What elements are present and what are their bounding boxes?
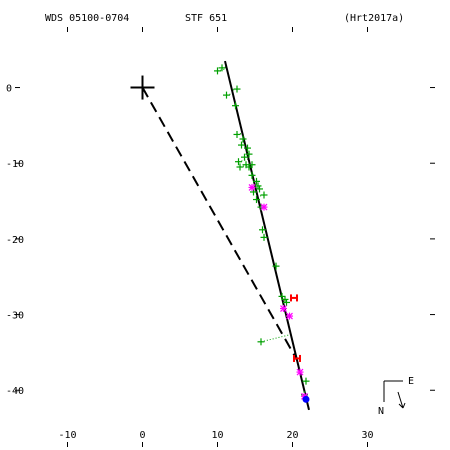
y-tick-label: -40 [6, 386, 24, 397]
observation-points [214, 64, 310, 403]
visual-observation-point [260, 191, 268, 199]
x-tick-label: -10 [58, 430, 76, 441]
motion-direction-arrow [397, 391, 406, 409]
visual-observation-point [235, 158, 242, 166]
interferometric-observation-point [286, 312, 293, 320]
visual-observation-point [242, 161, 250, 169]
speckle-observation-point [290, 294, 298, 302]
visual-observation-point [248, 171, 256, 179]
x-tick-label: 20 [286, 430, 298, 441]
visual-observation-point [236, 163, 244, 171]
visual-observation-point [233, 130, 241, 138]
interferometric-observation-point [296, 368, 304, 376]
orbit-line [224, 60, 310, 411]
discoverer-label: STF 651 [185, 13, 227, 24]
visual-observation-point [239, 135, 247, 143]
y-tick-label: -10 [6, 159, 24, 170]
visual-observation-point [248, 161, 256, 169]
interferometric-observation-point [280, 305, 287, 313]
speckle-observation-point [293, 354, 301, 362]
interferometric-observation-point [260, 203, 268, 211]
compass-rose: E N [378, 376, 414, 417]
residual-connector [257, 194, 265, 198]
visual-observation-point [256, 185, 263, 193]
interferometric-observation-point [248, 183, 256, 191]
header-labels: WDS 05100-0704 STF 651 (Hrt2017a) [45, 13, 404, 24]
visual-observation-point [223, 91, 230, 99]
visual-observation-point [245, 150, 253, 158]
y-tick-label: 0 [6, 84, 12, 95]
visual-observation-point [302, 377, 310, 385]
visual-observation-point [232, 102, 239, 110]
system-id-label: WDS 05100-0704 [45, 13, 129, 24]
residual-connectors [217, 66, 307, 397]
residual-connector [226, 93, 233, 96]
x-tick-label: 30 [361, 430, 373, 441]
residual-connector [260, 334, 291, 343]
visual-observation-point [278, 292, 286, 300]
plot-axes: -10 0 10 20 30 0 -10 -20 -30 -40 [6, 27, 435, 447]
visual-observation-point [283, 298, 290, 306]
visual-observation-point [214, 67, 221, 75]
visual-observation-point [253, 177, 260, 185]
visual-observation-point [241, 153, 248, 161]
visual-observation-point [254, 182, 262, 190]
visual-observation-point [218, 64, 226, 72]
line-of-nodes [141, 87, 298, 361]
y-tick-label: -20 [6, 235, 24, 246]
interferometric-point-stroke [280, 305, 287, 312]
visual-observation-point [281, 295, 289, 303]
interferometric-point-stroke [296, 368, 304, 376]
orbit-reference-label: (Hrt2017a) [344, 13, 404, 24]
visual-observation-point [238, 141, 245, 149]
interferometric-point-stroke [248, 184, 256, 191]
interferometric-point-stroke [286, 312, 293, 320]
y-tick-label: -30 [6, 311, 24, 322]
visual-observation-point [259, 226, 266, 234]
x-tick-label: 0 [139, 430, 145, 441]
visual-observation-point [253, 196, 260, 204]
visual-observation-point [257, 338, 265, 346]
orbit-lines [130, 60, 310, 411]
recent-observation-point [302, 395, 310, 403]
interferometric-point-stroke [260, 203, 268, 211]
visual-observation-point [244, 144, 251, 152]
visual-observation-point [233, 85, 241, 93]
x-tick-label: 10 [211, 430, 223, 441]
visual-observation-point [260, 233, 268, 241]
visual-observation-point [272, 262, 280, 270]
compass-north-label: N [378, 406, 384, 417]
compass-east-label: E [408, 376, 414, 387]
